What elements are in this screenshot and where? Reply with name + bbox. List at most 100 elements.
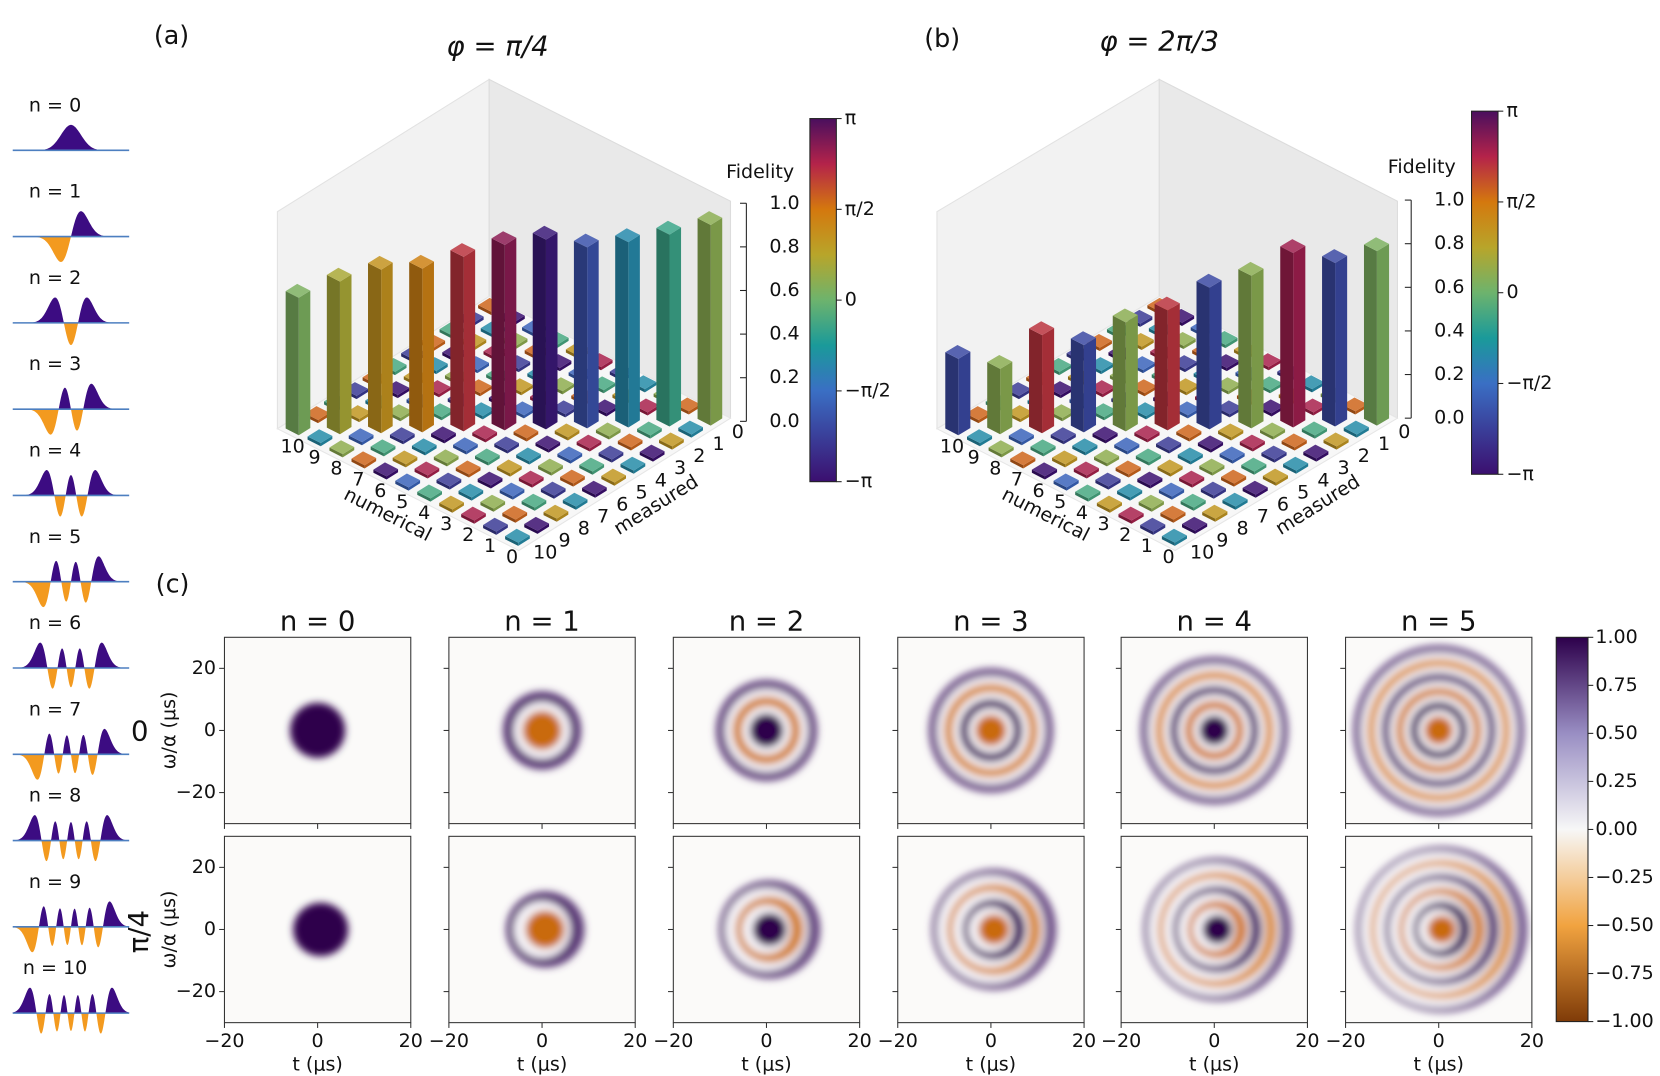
fidelity-bar [1196, 273, 1222, 430]
bar-top [1117, 483, 1143, 498]
bar-top [639, 444, 665, 459]
bar-front [351, 458, 365, 469]
bar-front [329, 447, 343, 458]
rings [715, 679, 818, 782]
bar-side [630, 440, 643, 451]
negative-lobe [12, 581, 130, 608]
floor-tile [1052, 450, 1078, 468]
bar-side [1101, 363, 1114, 375]
floor-tile [557, 446, 583, 464]
measured-tick-label: 0 [732, 421, 744, 443]
floor-tile [1200, 481, 1226, 499]
bar-side [386, 469, 399, 480]
floor-tile [395, 473, 421, 491]
colorbar-tick-label: −π/2 [845, 379, 891, 401]
bar-side [537, 523, 550, 534]
rings [928, 668, 1054, 793]
bar-side [1186, 384, 1199, 396]
bar-top [496, 459, 522, 474]
bar-top [436, 472, 462, 487]
bar-side [405, 457, 418, 468]
bar-front [579, 464, 593, 475]
bar-side [647, 405, 660, 416]
bar-side [1099, 340, 1112, 351]
bar-top [472, 425, 498, 440]
bar-side [488, 455, 500, 466]
floor-tile [499, 482, 525, 500]
colorbar-tick-label: −0.50 [1595, 914, 1653, 936]
bar-front [560, 476, 574, 487]
bar-side [554, 488, 566, 499]
mode-label: n = 0 [29, 94, 81, 116]
bar-side [1083, 337, 1097, 433]
fidelity-bar [409, 254, 434, 433]
floor-tile [505, 528, 530, 546]
ring [522, 710, 562, 751]
bar-top [1094, 449, 1120, 464]
colorbar-tick-label: π/2 [845, 198, 875, 220]
bar-front [1322, 256, 1336, 427]
wigner-map [897, 836, 1085, 1023]
bar-front [477, 478, 491, 489]
bar-front [615, 235, 629, 428]
bar-top [439, 495, 464, 510]
bar-top [1280, 239, 1306, 254]
floor-tile [1176, 424, 1202, 442]
bar-top [945, 345, 971, 359]
colorbar-tick-label: π [1506, 100, 1517, 122]
bar-front [1029, 328, 1043, 434]
bar-front [431, 433, 445, 444]
bar-side [427, 468, 440, 479]
bar-side [1275, 475, 1288, 486]
floor-tile [579, 457, 605, 475]
bar-side [1213, 488, 1226, 499]
floor-tile [576, 434, 602, 452]
bar-top [552, 400, 577, 415]
bar-side [545, 232, 558, 430]
bar-front [455, 467, 469, 478]
fidelity-bar [1112, 308, 1138, 432]
panel-title: φ = π/4 [447, 31, 549, 63]
bar-front [417, 491, 431, 502]
bar-side [1232, 453, 1245, 464]
bar-side [1294, 440, 1307, 451]
bar-side [1209, 280, 1222, 430]
bar-top [598, 445, 624, 460]
bar-top [1160, 505, 1186, 520]
colorbar-tick-label: 0.50 [1595, 722, 1637, 744]
bar-side [1131, 513, 1144, 524]
bar-top [1303, 444, 1329, 459]
floor-tile [461, 506, 486, 524]
bar-front [1181, 524, 1196, 534]
bar-top [965, 406, 991, 420]
numerical-tick-label: 2 [1119, 524, 1131, 546]
bar-top [595, 422, 621, 437]
bar-top [1242, 480, 1268, 495]
bar-top [392, 450, 418, 465]
fidelity-bar [656, 220, 682, 427]
bar-top [1140, 517, 1166, 532]
bar-top [431, 426, 456, 441]
floor-tile [1134, 425, 1160, 443]
bar-front [521, 500, 535, 511]
bar-top [524, 516, 550, 531]
bar-front [582, 487, 596, 498]
x-tick-label: 20 [399, 1030, 423, 1052]
fidelity-bar [1363, 237, 1390, 426]
bar-side [1140, 316, 1153, 327]
bar-top [458, 483, 484, 498]
panel-label: (c) [156, 568, 190, 598]
bar-side [1356, 427, 1369, 438]
bar-front [478, 305, 492, 315]
bar-front [576, 441, 590, 452]
bar-side [1000, 361, 1013, 435]
bar-front [678, 427, 692, 438]
fidelity-bar [368, 255, 393, 434]
floor-tile [1157, 459, 1183, 477]
bar-front [620, 463, 634, 474]
bar-top [1281, 433, 1307, 448]
bar-top [1179, 470, 1205, 485]
bar-side [1183, 338, 1196, 350]
wigner-map [224, 836, 411, 1023]
measured-tick-label: 4 [1317, 469, 1329, 491]
